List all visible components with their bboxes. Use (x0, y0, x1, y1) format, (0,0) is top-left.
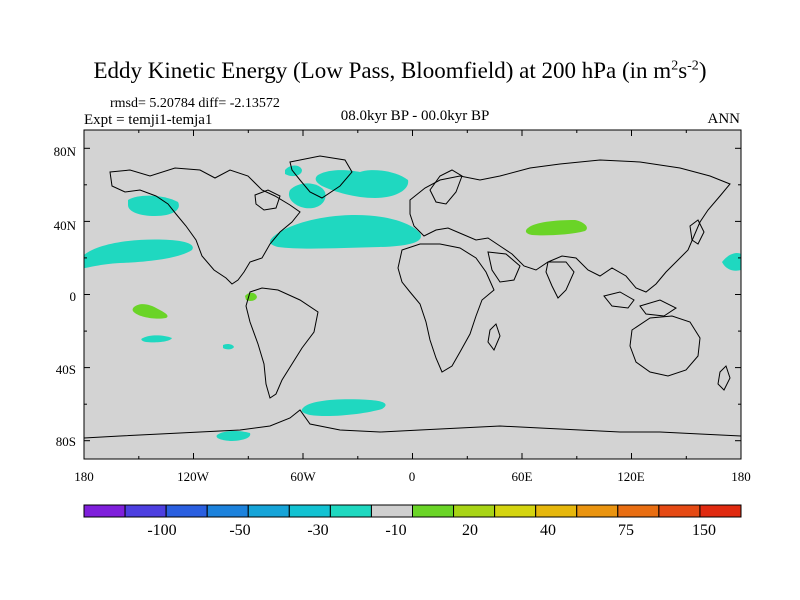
coast-hudson-bay (254, 189, 281, 211)
lon-label-60e: 60E (512, 469, 533, 484)
anomaly-labrador (288, 183, 326, 209)
lat-label-40s: 40S (56, 362, 76, 377)
colorbar-swatch-11 (535, 504, 578, 518)
anomaly-hudson (285, 165, 302, 177)
anomaly-north-asia (525, 220, 587, 236)
coastline-layer (83, 155, 742, 439)
colorbar-swatch-1 (124, 504, 167, 518)
colorbar-swatch-10 (494, 504, 537, 518)
colorbar-label-150: 150 (692, 522, 716, 539)
colorbar-label-minus30: -30 (307, 522, 328, 539)
anomaly-north-pacific (84, 239, 193, 268)
anomaly-north-atlantic (270, 215, 421, 249)
colorbar-swatch-2 (165, 504, 208, 518)
experiment-label: Expt = temji1-temja1 (84, 112, 213, 128)
lat-ticks (84, 147, 741, 442)
lon-label-60w: 60W (290, 469, 316, 484)
coast-australia (629, 315, 701, 377)
anomaly-southern-ocean (216, 430, 251, 441)
anomaly-dateline-east (722, 252, 741, 271)
anomaly-greenland-east (315, 170, 409, 198)
period-label: 08.0kyr BP - 00.0kyr BP (340, 108, 490, 124)
colorbar-label-20: 20 (462, 522, 478, 539)
colorbar-swatch-6 (329, 504, 372, 518)
colorbar-swatch-7 (370, 504, 414, 518)
anomaly-east-pacific-south (132, 304, 168, 319)
chart-title: Eddy Kinetic Energy (Low Pass, Bloomfiel… (93, 58, 707, 83)
colorbar-swatch-14 (658, 504, 701, 518)
colorbar-label-minus50: -50 (229, 522, 250, 539)
lon-label-180w: 180 (74, 469, 94, 484)
colorbar-label-minus10: -10 (385, 522, 406, 539)
colorbar-swatch-9 (453, 504, 496, 518)
lon-label-0: 0 (409, 469, 416, 484)
colorbar (83, 504, 742, 518)
coast-india (545, 261, 575, 299)
coast-south-america (245, 287, 319, 399)
season-label: ANN (707, 111, 741, 127)
coast-north-america (109, 167, 301, 285)
anomaly-fill-layer (84, 165, 741, 441)
colorbar-label-75: 75 (618, 522, 634, 539)
coast-scandinavia (429, 169, 463, 205)
anomaly-south-pacific-2 (223, 343, 234, 350)
lon-label-120e: 120E (617, 469, 645, 484)
colorbar-label-40: 40 (540, 522, 556, 539)
colorbar-swatch-0 (83, 504, 126, 518)
coast-japan (689, 219, 705, 245)
coast-madagascar (487, 323, 501, 351)
lat-label-0: 0 (70, 289, 77, 304)
colorbar-swatch-4 (247, 504, 290, 518)
lat-label-80n: 80N (54, 144, 77, 159)
anomaly-south-atlantic (301, 399, 386, 417)
coast-southeast-asia-islands (603, 291, 677, 317)
coast-arabia (487, 251, 521, 283)
lat-label-40n: 40N (54, 218, 77, 233)
coast-africa (397, 243, 495, 373)
colorbar-swatch-12 (576, 504, 619, 518)
lon-ticks (83, 130, 742, 459)
colorbar-swatch-8 (412, 504, 455, 518)
anomaly-south-pacific-1 (141, 335, 172, 343)
anomaly-east-pacific (128, 195, 179, 216)
coast-new-zealand (717, 365, 731, 391)
colorbar-swatch-3 (206, 504, 249, 518)
coast-europe-asia (409, 159, 731, 293)
colorbar-swatch-5 (288, 504, 331, 518)
colorbar-swatch-15 (699, 504, 742, 518)
lat-label-80s: 80S (56, 434, 76, 449)
lon-label-180e: 180 (731, 469, 751, 484)
coast-antarctica (83, 409, 742, 439)
colorbar-swatch-13 (617, 504, 660, 518)
coast-greenland (289, 155, 353, 199)
stats-label: rmsd= 5.20784 diff= -2.13572 (110, 96, 280, 111)
colorbar-label-minus100: -100 (147, 522, 176, 539)
lon-label-120w: 120W (177, 469, 210, 484)
